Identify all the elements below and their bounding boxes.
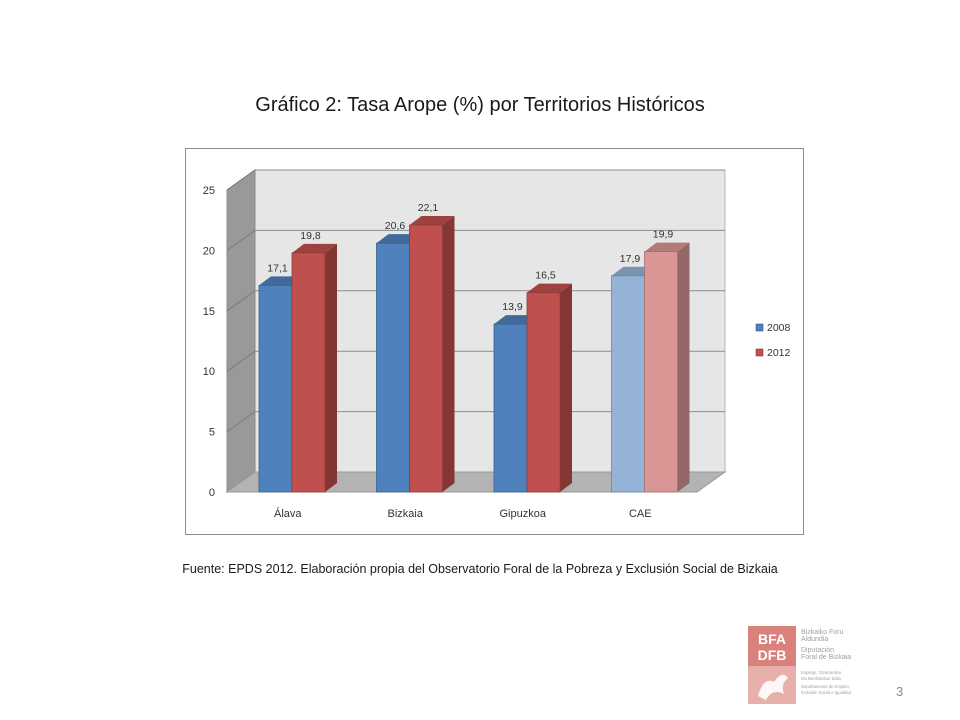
logo-text-line: Enplegu, Gizarteratze xyxy=(801,670,842,675)
bar-2012-cae xyxy=(644,251,678,493)
gridline-side xyxy=(226,411,256,433)
logo-text-line: eta Berdintasun Saila xyxy=(801,676,841,681)
logo-text-line: Departamento de Empleo, xyxy=(801,684,850,689)
x-axis-categories: Álava Bizkaia Gipuzkoa CAE xyxy=(274,507,652,520)
data-label: 13,9 xyxy=(502,301,523,313)
bar-2012-álava xyxy=(291,252,326,493)
bar-2008-cae xyxy=(611,275,645,493)
logo-text-line: Inclusión Social e Igualdad xyxy=(801,690,851,695)
bar-side xyxy=(325,243,337,492)
gridline-side xyxy=(226,290,256,312)
y-tick-label: 20 xyxy=(203,245,215,257)
data-label: 17,9 xyxy=(620,253,641,265)
page-number: 3 xyxy=(896,684,904,699)
legend-label: 2008 xyxy=(767,322,791,334)
bar-2012-gipuzkoa xyxy=(526,292,561,493)
logo-text-line: Aldundia xyxy=(801,636,828,643)
bar-side xyxy=(560,283,572,492)
bar-side xyxy=(677,242,690,492)
y-tick-label: 5 xyxy=(209,427,215,439)
data-label: 16,5 xyxy=(535,270,556,282)
gridline-side xyxy=(226,350,256,372)
y-tick-label: 25 xyxy=(203,185,215,197)
logo-text-line: Bizkaiko Foru xyxy=(801,629,844,636)
y-tick-label: 0 xyxy=(209,487,215,499)
y-tick-label: 10 xyxy=(203,366,215,378)
data-label: 19,9 xyxy=(653,229,674,241)
chart-bars xyxy=(258,216,690,493)
data-label: 22,1 xyxy=(418,202,439,214)
legend-label: 2012 xyxy=(767,347,791,359)
data-label: 17,1 xyxy=(267,262,288,274)
chart-legend: 2008 2012 xyxy=(755,322,791,359)
data-label: 19,8 xyxy=(300,230,321,242)
svg-text:DFB: DFB xyxy=(758,647,787,663)
bar-top xyxy=(527,283,572,293)
x-category-label: Gipuzkoa xyxy=(500,508,547,520)
data-labels: 17,1 19,8 20,6 22,1 13,9 16,5 17,9 19,9 xyxy=(267,202,673,313)
logo-text-line: Diputación xyxy=(801,647,834,654)
y-tick-label: 15 xyxy=(203,306,215,318)
bar-top xyxy=(409,216,455,226)
x-category-label: Álava xyxy=(274,507,302,520)
gridline-side xyxy=(226,229,256,251)
bar-top xyxy=(644,242,690,252)
bar-top xyxy=(292,243,337,253)
bar-2008-bizkaia xyxy=(376,242,410,493)
slide-title: Gráfico 2: Tasa Arope (%) por Territorio… xyxy=(255,94,705,116)
svg-text:BFA: BFA xyxy=(758,631,786,647)
side-wall xyxy=(226,169,256,493)
legend-swatch xyxy=(755,323,764,332)
x-category-label: CAE xyxy=(629,508,652,520)
logo-text-line: Foral de Bizkaia xyxy=(801,654,851,661)
legend-swatch xyxy=(755,348,764,357)
source-note: Fuente: EPDS 2012. Elaboración propia de… xyxy=(182,562,778,576)
x-category-label: Bizkaia xyxy=(388,508,424,520)
bar-2008-álava xyxy=(258,285,293,493)
bar-side xyxy=(442,216,455,493)
gridline-side xyxy=(226,169,256,191)
chart-gridlines xyxy=(226,169,725,433)
bar-2008-gipuzkoa xyxy=(493,323,528,493)
data-label: 20,6 xyxy=(385,220,406,232)
bar-2012-bizkaia xyxy=(409,224,443,493)
y-axis-ticks: 0 5 10 15 20 25 xyxy=(203,185,215,499)
